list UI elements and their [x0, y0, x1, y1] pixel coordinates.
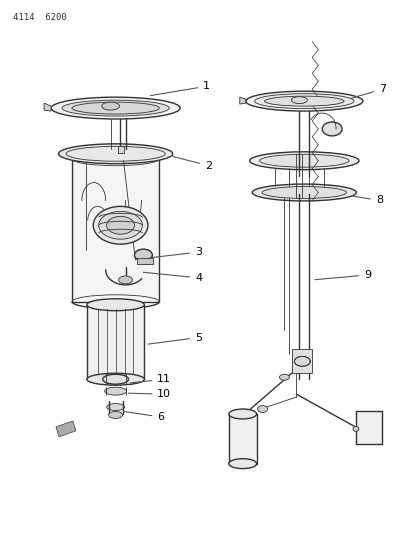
- Ellipse shape: [93, 206, 148, 244]
- Ellipse shape: [72, 102, 159, 114]
- Polygon shape: [87, 305, 144, 379]
- Text: 4114  6200: 4114 6200: [13, 13, 67, 22]
- Ellipse shape: [295, 357, 310, 366]
- Ellipse shape: [259, 154, 349, 167]
- Ellipse shape: [246, 91, 363, 111]
- Polygon shape: [44, 103, 51, 111]
- Polygon shape: [137, 258, 153, 264]
- Polygon shape: [72, 159, 159, 302]
- Text: 10: 10: [128, 389, 171, 399]
- Text: 9: 9: [315, 270, 371, 280]
- Ellipse shape: [51, 97, 180, 119]
- Ellipse shape: [135, 249, 152, 261]
- Polygon shape: [56, 421, 76, 437]
- Ellipse shape: [353, 426, 359, 431]
- Text: 5: 5: [148, 333, 202, 344]
- Ellipse shape: [264, 96, 344, 106]
- Text: 4: 4: [143, 272, 202, 283]
- Text: 3: 3: [150, 247, 202, 258]
- Polygon shape: [240, 97, 246, 104]
- Ellipse shape: [58, 144, 173, 164]
- Ellipse shape: [229, 459, 257, 469]
- Ellipse shape: [279, 374, 289, 380]
- Text: 2: 2: [173, 157, 212, 171]
- Ellipse shape: [229, 409, 257, 419]
- Ellipse shape: [250, 152, 359, 169]
- Polygon shape: [229, 414, 257, 464]
- Ellipse shape: [257, 406, 268, 413]
- Text: 6: 6: [123, 411, 164, 422]
- Ellipse shape: [106, 216, 135, 234]
- Ellipse shape: [119, 276, 133, 284]
- Ellipse shape: [252, 184, 357, 201]
- Ellipse shape: [103, 374, 129, 384]
- Ellipse shape: [102, 102, 120, 110]
- Polygon shape: [293, 350, 312, 373]
- Ellipse shape: [87, 373, 144, 385]
- Ellipse shape: [255, 94, 354, 109]
- Ellipse shape: [62, 100, 169, 116]
- Ellipse shape: [99, 212, 142, 239]
- Ellipse shape: [322, 122, 342, 136]
- Ellipse shape: [291, 96, 307, 103]
- Ellipse shape: [109, 411, 122, 418]
- Text: 11: 11: [130, 374, 171, 384]
- Polygon shape: [118, 146, 124, 153]
- Text: 8: 8: [352, 196, 383, 205]
- Polygon shape: [356, 411, 382, 444]
- Ellipse shape: [262, 187, 346, 198]
- Ellipse shape: [106, 403, 124, 410]
- Text: 1: 1: [150, 81, 210, 96]
- Text: 7: 7: [351, 84, 386, 99]
- Ellipse shape: [87, 299, 144, 311]
- Ellipse shape: [105, 387, 126, 395]
